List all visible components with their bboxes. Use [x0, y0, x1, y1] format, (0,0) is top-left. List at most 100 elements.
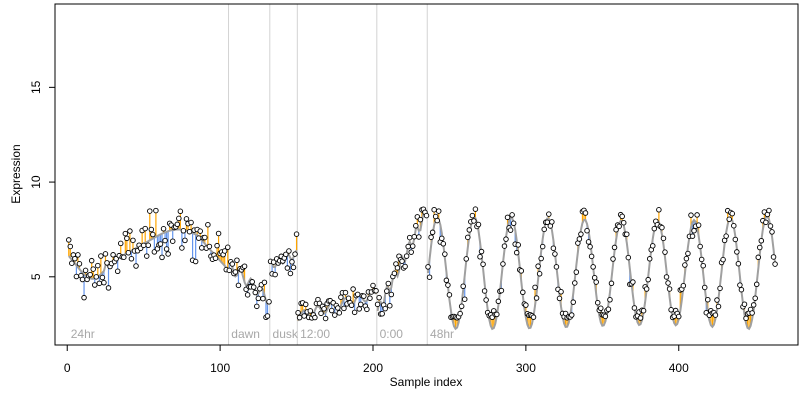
data-point	[619, 213, 625, 220]
data-point	[584, 227, 590, 234]
data-point	[588, 253, 595, 260]
data-point	[457, 310, 463, 317]
data-point	[188, 219, 194, 226]
data-point	[261, 279, 268, 286]
data-point	[535, 263, 541, 269]
data-point	[244, 292, 251, 298]
data-point	[221, 248, 228, 254]
data-point	[336, 310, 343, 316]
data-point	[148, 226, 155, 233]
data-point	[720, 256, 726, 263]
data-point	[293, 231, 300, 237]
x-axis-title: Sample index	[390, 375, 463, 389]
data-point	[394, 265, 401, 271]
data-point	[676, 313, 682, 320]
x-tick-label: 100	[210, 361, 230, 375]
data-point	[252, 289, 259, 296]
data-point	[180, 228, 187, 234]
segment-label: 48hr	[430, 327, 454, 341]
data-point	[186, 228, 193, 235]
data-point	[364, 306, 370, 313]
data-point	[388, 291, 395, 298]
data-point	[503, 236, 509, 242]
data-point	[321, 306, 327, 312]
data-point	[332, 312, 338, 318]
segment-labels: 24hr dawn dusk 12:00 0:00 48hr	[71, 327, 454, 341]
data-point	[117, 240, 124, 247]
data-point	[367, 295, 373, 301]
data-point	[87, 271, 93, 278]
fit-line-segment	[427, 214, 777, 331]
data-point	[570, 299, 577, 305]
data-point	[354, 291, 361, 298]
data-point	[446, 292, 453, 298]
data-point	[729, 210, 736, 217]
data-point	[338, 294, 344, 300]
data-point	[646, 256, 653, 262]
data-point	[573, 269, 580, 275]
data-point	[763, 219, 769, 226]
data-point	[481, 288, 488, 294]
data-point	[458, 303, 465, 310]
data-point	[640, 307, 647, 314]
data-point	[163, 246, 170, 252]
data-point	[465, 234, 471, 241]
data-point	[520, 289, 526, 296]
data-point	[698, 256, 705, 263]
data-point	[539, 243, 546, 250]
data-point	[215, 230, 222, 237]
segment-label: dawn	[231, 327, 260, 341]
data-point	[408, 249, 414, 255]
data-point	[533, 295, 540, 301]
data-point	[598, 305, 604, 312]
data-point	[96, 280, 103, 287]
data-point	[700, 262, 706, 269]
data-point	[518, 268, 525, 274]
data-point	[147, 208, 153, 214]
data-point	[766, 207, 772, 214]
data-point	[478, 248, 485, 255]
data-point	[128, 256, 135, 262]
data-point	[232, 269, 239, 275]
data-point	[483, 297, 489, 303]
data-point	[546, 211, 552, 217]
data-point	[682, 262, 688, 268]
data-point	[382, 305, 388, 312]
data-point	[536, 271, 543, 277]
data-point	[153, 207, 159, 214]
data-point	[445, 282, 451, 288]
data-point	[292, 251, 298, 257]
data-point	[616, 223, 622, 230]
data-point	[538, 255, 544, 262]
data-point	[714, 297, 720, 303]
data-point	[214, 242, 220, 249]
data-point	[752, 295, 758, 301]
data-point	[477, 254, 483, 260]
data-point	[460, 283, 466, 289]
data-point	[133, 263, 139, 269]
data-point	[685, 250, 691, 257]
data-point	[409, 243, 416, 249]
data-point	[530, 314, 537, 320]
data-point	[376, 294, 382, 301]
data-point	[668, 307, 674, 313]
data-point	[157, 241, 164, 247]
segment-label: 12:00	[300, 327, 330, 341]
data-point	[229, 261, 236, 267]
data-point	[610, 256, 616, 262]
data-point	[435, 208, 442, 214]
data-point	[72, 255, 78, 262]
data-point	[541, 226, 547, 233]
data-point	[731, 222, 737, 229]
data-point	[93, 274, 100, 280]
x-tick-label: 200	[363, 361, 383, 375]
data-point	[770, 254, 777, 260]
data-point	[689, 233, 696, 239]
data-point	[110, 252, 116, 258]
data-point	[177, 208, 184, 215]
data-point	[549, 219, 555, 225]
data-point	[160, 226, 167, 232]
data-point	[283, 251, 289, 258]
data-point	[102, 251, 109, 257]
data-point	[142, 225, 148, 232]
